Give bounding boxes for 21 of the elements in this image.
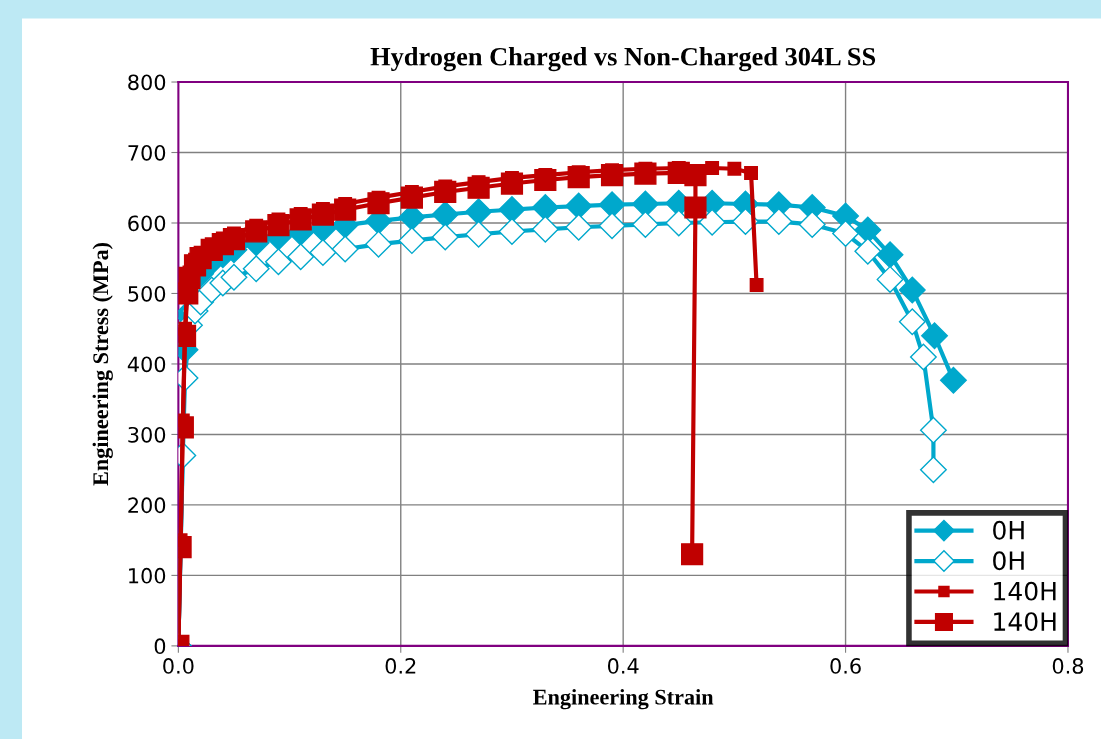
x-tick-label: 0.6: [830, 658, 861, 674]
y-tick-label: 700: [128, 144, 166, 161]
legend-label: 140H: [994, 612, 1056, 632]
legend-label: 140H: [994, 581, 1056, 601]
x-axis-title: Engineering Strain: [533, 688, 714, 710]
legend-label: 0H: [993, 520, 1024, 540]
y-axis-title: Engineering Stress (MPa): [92, 242, 113, 486]
y-tick-label: 200: [128, 497, 166, 514]
x-tick-label: 0.0: [163, 658, 194, 674]
x-tick-label: 0.4: [607, 658, 639, 674]
chart-title: Hydrogen Charged vs Non-Charged 304L SS: [370, 47, 876, 72]
y-tick-label: 500: [128, 285, 166, 302]
y-tick-label: 300: [128, 426, 166, 443]
x-tick-label: 0.8: [1052, 658, 1084, 674]
y-tick-label: 100: [129, 567, 166, 584]
y-tick-label: 400: [127, 356, 166, 373]
x-tick-label: 0.2: [385, 658, 416, 674]
y-tick-label: 600: [128, 215, 166, 232]
y-tick-label: 0: [154, 638, 166, 655]
y-tick-label: 800: [128, 74, 166, 91]
legend-label: 0H: [993, 551, 1024, 571]
